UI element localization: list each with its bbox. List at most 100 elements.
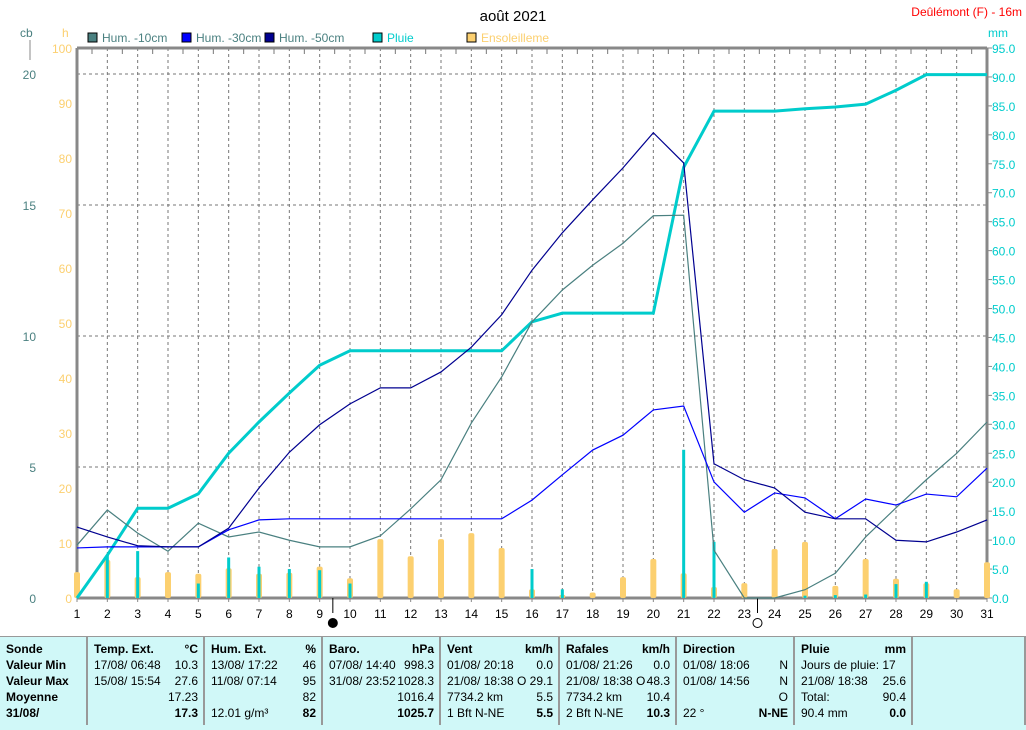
cell-value: 17.23 — [167, 690, 198, 704]
cell-label: 15/08/ 15:54 — [94, 674, 161, 688]
table-row: 13/08/ 17:22 46 — [211, 657, 316, 673]
cell-label: Jours de pluie: 17 — [801, 658, 896, 672]
table-row: 2 Bft N-NE 10.3 — [566, 705, 670, 721]
cell-label: 21/08/ 18:38 O — [447, 674, 527, 688]
table-row: 1025.7 — [329, 705, 434, 721]
hum-10cm-line — [76, 214, 988, 599]
legend-label: Ensoleilleme — [481, 31, 549, 45]
h-tick-label: 70 — [59, 207, 73, 221]
table-row: 11/08/ 07:14 95 — [211, 673, 316, 689]
mm-tick-label: 95.0 — [992, 42, 1016, 56]
table-row: Jours de pluie: 17 — [801, 657, 906, 673]
table-row: 21/08/ 18:38 25.6 — [801, 673, 906, 689]
table-row: 31/08/ 23:52 1028.3 — [329, 673, 434, 689]
table-row: 01/08/ 14:56 N — [683, 673, 788, 689]
legend-label: Hum. -50cm — [279, 31, 344, 45]
rain-bar — [287, 569, 291, 598]
table-row: Temp. Ext. °C — [94, 641, 198, 657]
cell-label: 07/08/ 14:40 — [329, 658, 396, 672]
cell-label: 31/08/ 23:52 — [329, 674, 396, 688]
cell-label: Total: — [801, 690, 830, 704]
table-row: 22 ° N-NE — [683, 705, 788, 721]
cell-label: Baro. — [329, 642, 360, 656]
mm-tick-label: 60.0 — [992, 245, 1016, 259]
cell-value: 82 — [302, 690, 316, 704]
table-row: 1016.4 — [329, 689, 434, 705]
table-column: Baro. hPa 07/08/ 14:40 998.3 31/08/ 23:52 102… — [323, 637, 441, 725]
cell-value: hPa — [411, 642, 434, 656]
cb-tick-label: 0 — [29, 592, 36, 606]
sunshine-bar — [74, 572, 80, 598]
cell-value: 10.3 — [646, 706, 670, 720]
mm-tick-label: 75.0 — [992, 158, 1016, 172]
rain-bar — [348, 583, 352, 598]
cell-label: 31/08/ — [6, 706, 40, 720]
rain-bar — [227, 557, 231, 598]
cell-value: % — [305, 642, 316, 656]
cell-label: 12.01 g/m³ — [211, 706, 269, 720]
sunshine-bar — [407, 556, 414, 598]
rain-bar — [257, 566, 261, 598]
cb-tick-label: 15 — [23, 199, 37, 213]
rain-bar — [136, 551, 140, 598]
x-tick-label: 25 — [798, 607, 812, 621]
sunshine-bar — [377, 539, 384, 598]
table-row: 01/08/ 21:26 0.0 — [566, 657, 670, 673]
cell-label: 21/08/ 18:38 O — [566, 674, 646, 688]
x-tick-label: 26 — [829, 607, 843, 621]
table-column: Vent km/h 01/08/ 20:18 0.0 21/08/ 18:38 O 29.… — [441, 637, 560, 725]
sunshine-bar — [741, 583, 748, 598]
cell-value: N — [779, 658, 788, 672]
cell-value: 27.6 — [174, 674, 198, 688]
legend-label: Pluie — [387, 31, 414, 45]
cell-value: 1028.3 — [397, 674, 434, 688]
h-tick-label: 30 — [59, 427, 73, 441]
station-label: Deûlémont (F) - 16m — [911, 5, 1022, 19]
x-tick-label: 11 — [374, 607, 387, 621]
mm-tick-label: 55.0 — [992, 274, 1016, 288]
x-tick-label: 8 — [286, 607, 293, 621]
cb-axis-label: cb — [20, 26, 33, 40]
table-row: 21/08/ 18:38 O 48.3 — [566, 673, 670, 689]
h-tick-label: 60 — [59, 262, 73, 276]
cell-label: 01/08/ 18:06 — [683, 658, 750, 672]
cell-label: Hum. Ext. — [211, 642, 267, 656]
x-tick-label: 2 — [104, 607, 111, 621]
cell-value: 1025.7 — [397, 706, 434, 720]
x-tick-label: 18 — [586, 607, 600, 621]
cell-label: Temp. Ext. — [94, 642, 154, 656]
sunshine-bar — [802, 541, 808, 598]
rain-bar — [712, 541, 716, 598]
mm-tick-label: 25.0 — [992, 447, 1016, 461]
cell-value: mm — [884, 642, 906, 656]
x-tick-label: 3 — [134, 607, 141, 621]
table-row: Direction — [683, 641, 788, 657]
cb-tick-label: 10 — [23, 330, 37, 344]
cb-tick-label: 5 — [29, 461, 36, 475]
x-tick-label: 23 — [738, 607, 752, 621]
cell-label: 13/08/ 17:22 — [211, 658, 278, 672]
legend-swatch — [372, 32, 383, 43]
rain-bar — [318, 570, 322, 598]
cell-label: Rafales — [566, 642, 609, 656]
h-tick-label: 50 — [59, 317, 73, 331]
cell-label: 90.4 mm — [801, 706, 848, 720]
table-row: 7734.2 km 10.4 — [566, 689, 670, 705]
x-tick-label: 1 — [74, 607, 81, 621]
table-row: 1 Bft N-NE 5.5 — [447, 705, 553, 721]
x-tick-label: 31 — [980, 607, 994, 621]
x-tick-label: 5 — [195, 607, 202, 621]
h-tick-label: 90 — [59, 97, 73, 111]
cell-value: km/h — [641, 642, 670, 656]
cell-value: 10.3 — [174, 658, 198, 672]
table-row: Total: 90.4 — [801, 689, 906, 705]
x-tick-label: 16 — [525, 607, 539, 621]
table-column: Temp. Ext. °C 17/08/ 06:48 10.3 15/08/ 15:54… — [88, 637, 205, 725]
table-column: Sonde Valeur Min Valeur Max Moyenne 31/08/ — [0, 637, 88, 725]
cell-value: O — [778, 690, 788, 704]
cell-label: 7734.2 km — [447, 690, 504, 704]
hum-50cm-line — [76, 131, 988, 548]
cell-label: 01/08/ 20:18 — [447, 658, 514, 672]
mm-tick-label: 65.0 — [992, 216, 1016, 230]
sunshine-bar — [650, 558, 657, 598]
